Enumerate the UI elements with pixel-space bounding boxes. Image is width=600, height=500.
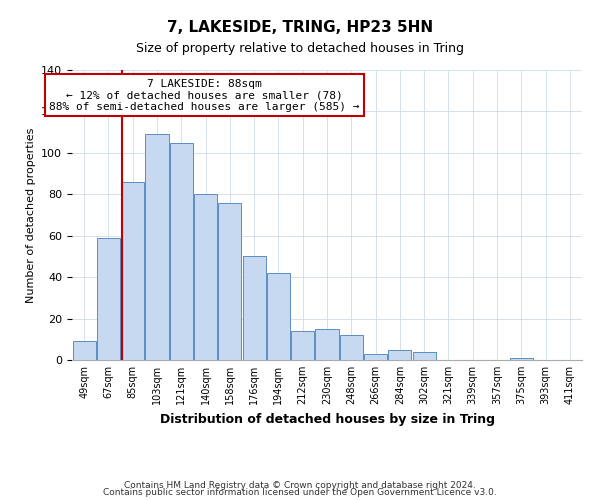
Bar [413, 352, 436, 360]
Bar [242, 256, 266, 360]
Bar [364, 354, 387, 360]
Text: Contains public sector information licensed under the Open Government Licence v3: Contains public sector information licen… [103, 488, 497, 497]
Bar [73, 342, 95, 360]
Bar [340, 335, 363, 360]
Bar [170, 142, 193, 360]
Bar [388, 350, 412, 360]
X-axis label: Distribution of detached houses by size in Tring: Distribution of detached houses by size … [160, 412, 494, 426]
Bar [316, 329, 338, 360]
Bar [510, 358, 533, 360]
Bar [218, 202, 241, 360]
Bar [145, 134, 169, 360]
Text: Contains HM Land Registry data © Crown copyright and database right 2024.: Contains HM Land Registry data © Crown c… [124, 480, 476, 490]
Bar [291, 331, 314, 360]
Text: Size of property relative to detached houses in Tring: Size of property relative to detached ho… [136, 42, 464, 55]
Y-axis label: Number of detached properties: Number of detached properties [26, 128, 35, 302]
Bar [194, 194, 217, 360]
Text: 7 LAKESIDE: 88sqm
← 12% of detached houses are smaller (78)
88% of semi-detached: 7 LAKESIDE: 88sqm ← 12% of detached hous… [49, 78, 360, 112]
Text: 7, LAKESIDE, TRING, HP23 5HN: 7, LAKESIDE, TRING, HP23 5HN [167, 20, 433, 35]
Bar [121, 182, 144, 360]
Bar [267, 273, 290, 360]
Bar [97, 238, 120, 360]
